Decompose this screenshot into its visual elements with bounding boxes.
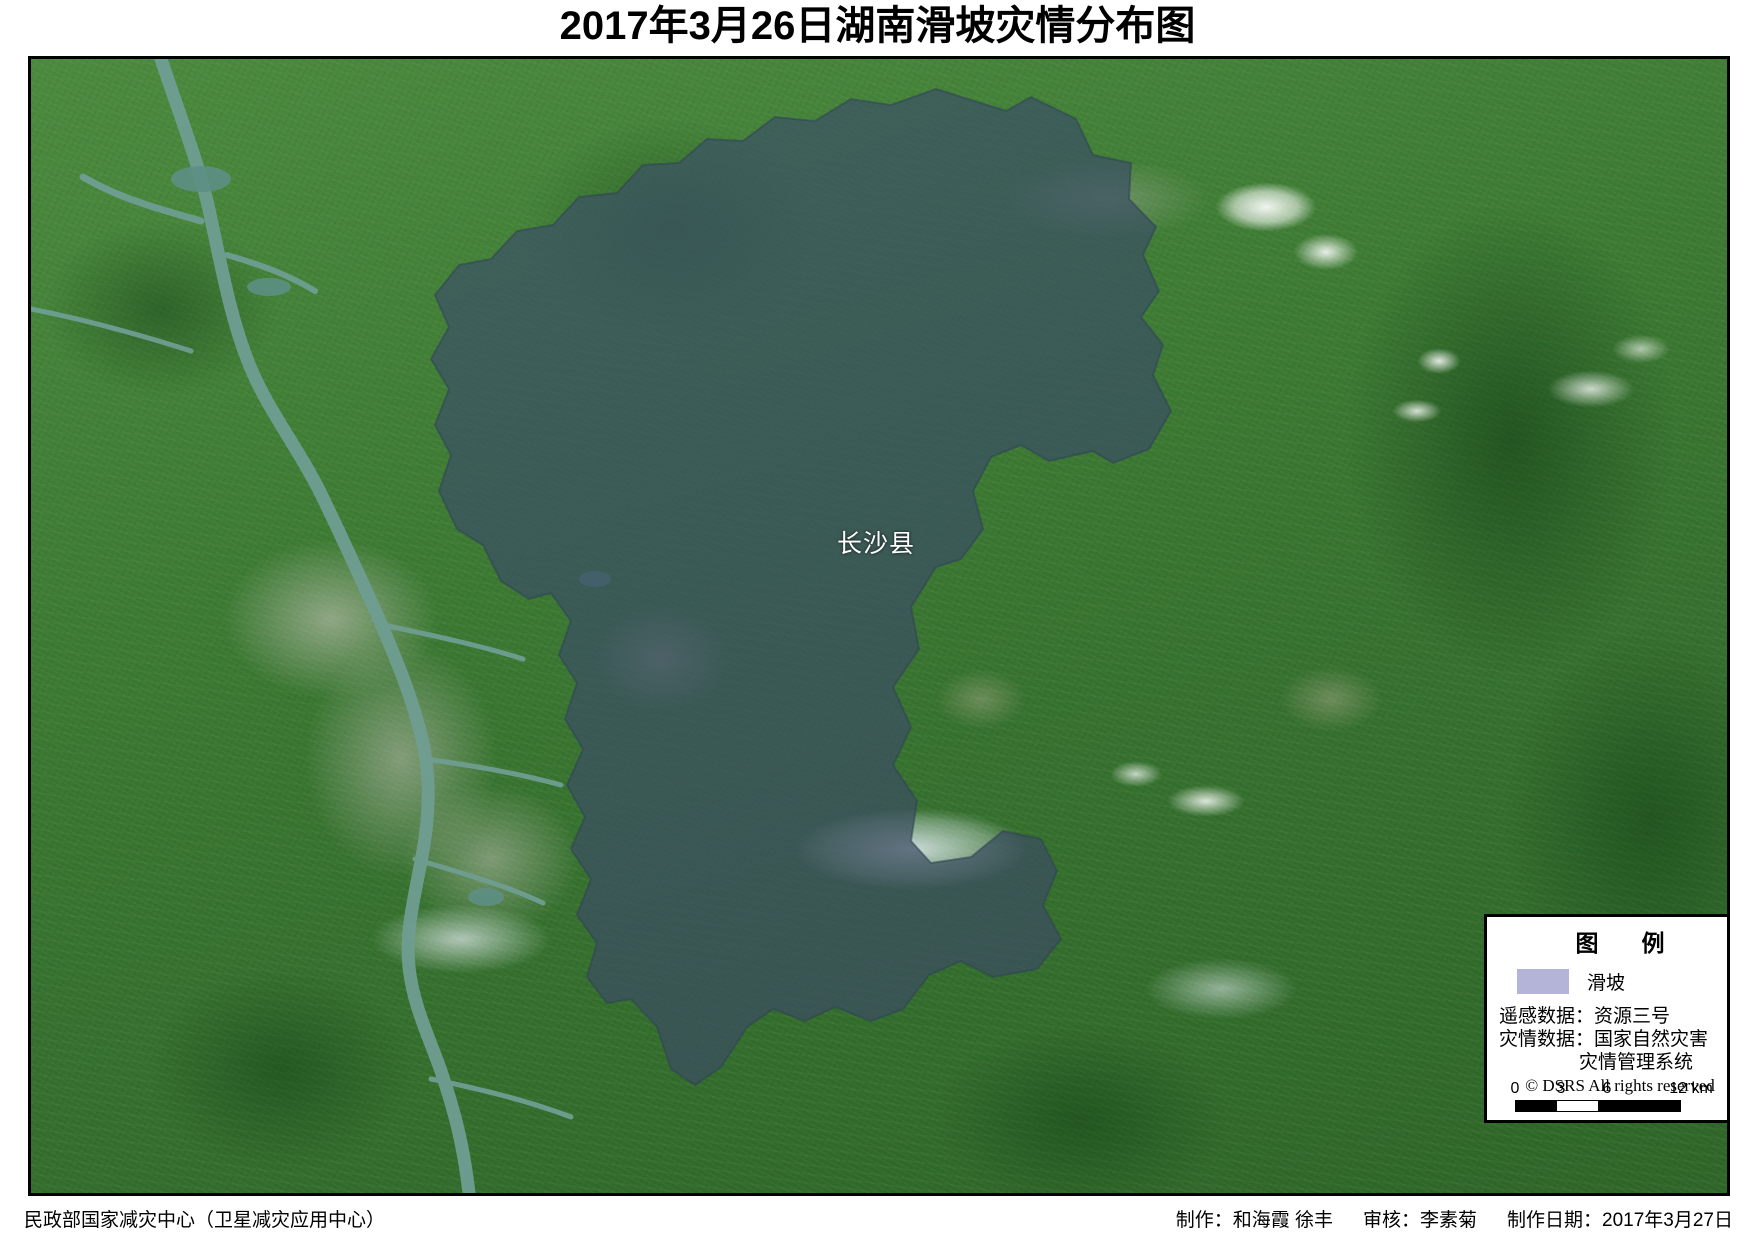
legend-swatch-landslide: [1517, 969, 1569, 994]
county-label: 长沙县: [836, 531, 915, 558]
legend-panel[interactable]: 图 例 滑坡 遥感数据：资源三号 灾情数据：国家自然灾害 灾情管理系统 © DS…: [1484, 914, 1727, 1123]
footer-author: 制作：和海霞 徐丰: [1175, 1210, 1334, 1231]
scale-segment-2: [1557, 1101, 1598, 1111]
legend-sources: 遥感数据：资源三号 灾情数据：国家自然灾害 灾情管理系统: [1487, 1005, 1727, 1075]
scale-tick-12: 12 km: [1669, 1080, 1713, 1097]
scale-tick-3: 3: [1556, 1080, 1566, 1097]
scale-bar: 0 3 6 12 km: [1511, 1080, 1727, 1112]
legend-copyright: © DSRS All rights reserved: [1525, 1075, 1715, 1095]
legend-source-remote-sensing: 遥感数据：资源三号: [1499, 1006, 1671, 1027]
scale-tick-0: 0: [1510, 1080, 1520, 1097]
scale-segment-1: [1516, 1101, 1557, 1111]
scale-tick-6: 6: [1602, 1080, 1612, 1097]
footer-reviewer: 审核：李素菊: [1363, 1210, 1478, 1231]
scale-segment-3: [1598, 1101, 1680, 1111]
scale-bar-graphic: [1515, 1100, 1681, 1112]
legend-swatch-label: 滑坡: [1587, 973, 1626, 994]
legend-source-disaster-cont: 灾情管理系统: [1579, 1052, 1694, 1074]
legend-title: 图 例: [1575, 930, 1675, 956]
footer-credits: 制作：和海霞 徐丰 审核：李素菊 制作日期：2017年3月27日: [1176, 1205, 1733, 1232]
river-layer: [31, 59, 611, 1193]
footer-organization: 民政部国家减灾中心（卫星减灾应用中心）: [24, 1210, 386, 1231]
scale-bar-labels: 0 3 6 12 km: [1511, 1080, 1727, 1100]
legend-source-disaster: 灾情数据：国家自然灾害: [1499, 1029, 1709, 1051]
map-frame[interactable]: 长沙县 图 例 滑坡 遥感数据：资源三号 灾情数据：国家自然灾害 灾情管理系统 …: [28, 56, 1730, 1196]
legend-entry-landslide: 滑坡: [1487, 968, 1727, 995]
page-title: 2017年3月26日湖南滑坡灾情分布图: [559, 4, 1196, 48]
footer-date: 制作日期：2017年3月27日: [1507, 1210, 1733, 1231]
